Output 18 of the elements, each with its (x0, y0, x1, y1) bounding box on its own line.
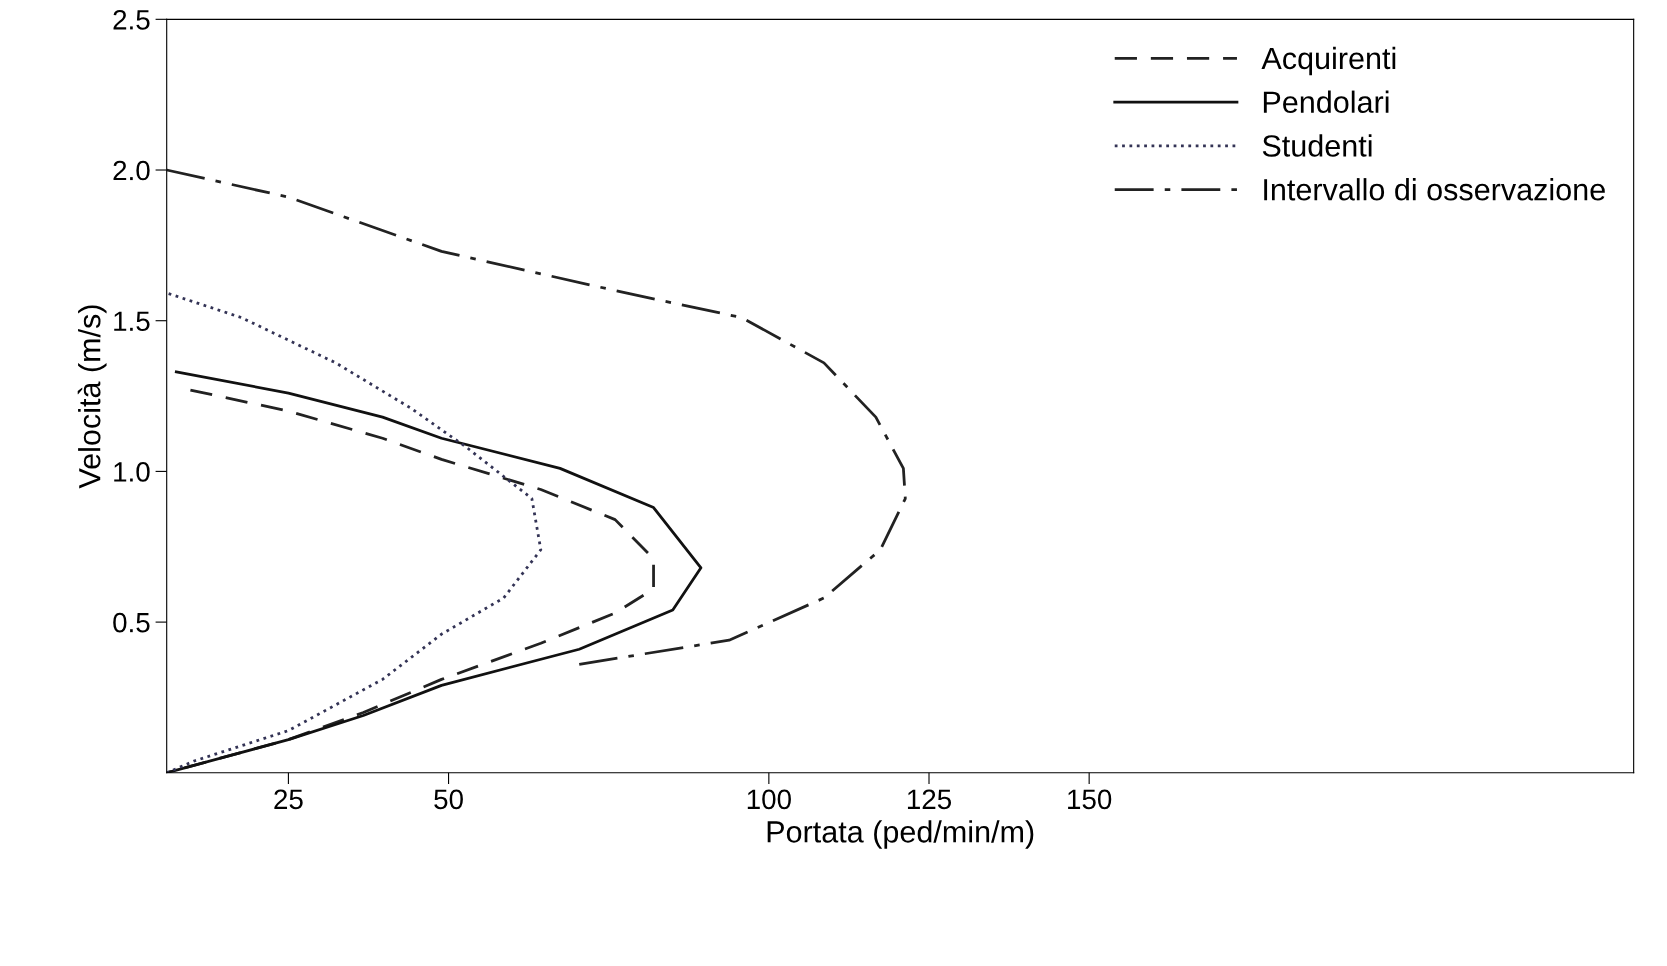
x-tick-label: 25 (274, 789, 303, 810)
y-tick-label: 2.5 (113, 9, 150, 30)
y-axis-title: Velocità (m/s) (77, 305, 107, 489)
line-series (166, 292, 543, 773)
x-tick-label: 125 (907, 789, 952, 810)
y-tick-label: 1.0 (114, 462, 150, 482)
legend-label: Pendolari (1263, 90, 1389, 114)
y-tick-label: 0.5 (113, 612, 150, 633)
y-tick-label: 1.5 (114, 311, 150, 332)
x-tick-label: 150 (1068, 789, 1112, 810)
legend-label: Studenti (1262, 134, 1372, 157)
x-tick-label: 50 (434, 789, 463, 810)
legend-label: Intervallo di osservazione (1264, 178, 1605, 201)
x-tick-label: 100 (747, 789, 791, 810)
legend-label: Acquirenti (1261, 46, 1396, 76)
y-tick-label: 2.0 (113, 160, 150, 181)
line-series (166, 168, 907, 666)
x-axis-title: Portata (ped/min/m) (767, 820, 1034, 849)
